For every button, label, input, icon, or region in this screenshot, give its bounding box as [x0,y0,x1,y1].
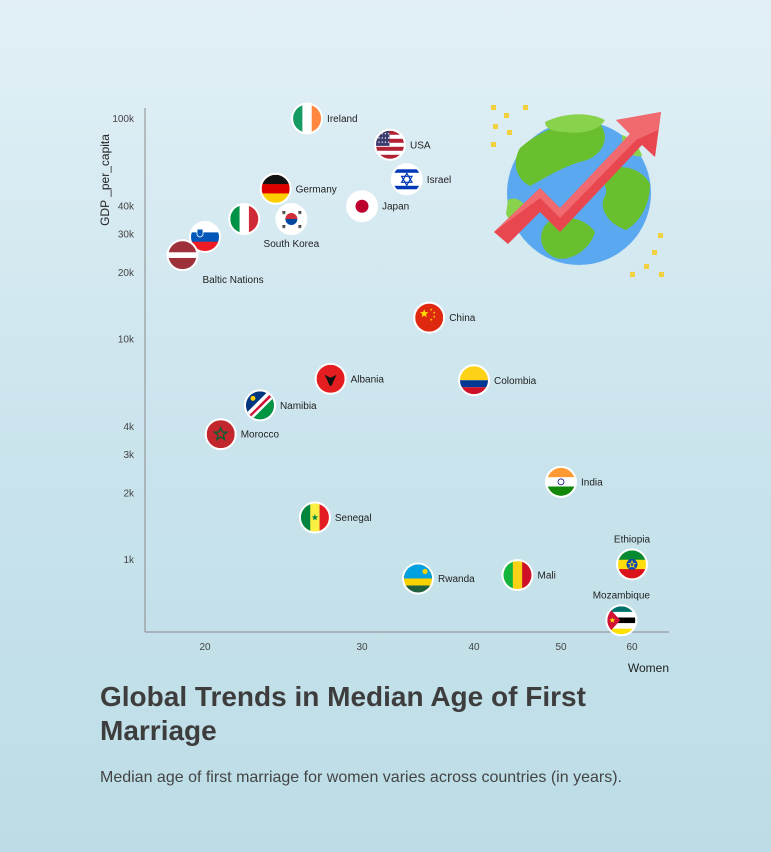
latvia-flag-icon [168,241,197,270]
x-tick-label: 20 [199,642,211,653]
albania-flag-icon [316,364,345,393]
data-point-south-korea: South Korea [264,203,320,250]
mali-flag-icon [503,561,532,590]
x-tick-label: 50 [555,642,567,653]
data-point-ethiopia: Ethiopia [614,534,651,581]
south-korea-flag-icon [277,205,306,234]
china-flag-icon [415,303,444,332]
y-tick-label: 40k [118,202,135,213]
y-tick-label: 30k [118,229,135,240]
scatter-chart: 20 30 40 50 60 1k 2k 3k 4k 10k 20k 30k 40k 100k GDP … [98,102,669,675]
axes [144,108,669,633]
colombia-flag-icon [460,366,488,395]
data-label: Mali [538,571,556,582]
senegal-flag-icon [300,503,329,532]
data-point-morocco: Morocco [204,418,280,451]
x-tick-label: 40 [468,642,480,653]
data-point-usa: USA [374,128,431,161]
slovenia-flag-icon [191,223,219,252]
ireland-flag-icon [293,104,322,133]
data-label: Ireland [327,114,358,125]
data-point-colombia: Colombia [458,364,537,397]
data-label: Japan [382,202,409,213]
germany-flag-icon [261,174,290,203]
data-label: Germany [296,184,337,195]
namibia-flag-icon [245,391,274,420]
data-point-senegal: Senegal [298,501,372,534]
data-point-mali: Mali [501,559,556,592]
y-tick-label: 100k [112,114,135,125]
data-label: Albania [351,374,385,385]
italy-flag-icon [230,205,259,234]
data-point-latvia: Baltic Nations [166,239,264,286]
israel-flag-icon [392,165,421,194]
y-tick-label: 20k [118,268,135,279]
data-label: Rwanda [438,574,475,585]
data-label: USA [410,140,431,151]
data-label: India [581,477,603,488]
data-point-germany: Germany [259,172,337,205]
data-point-japan: Japan [346,190,409,223]
japan-flag-icon [348,192,376,221]
data-label: Colombia [494,376,537,387]
data-point-mozambique: Mozambique [593,590,651,637]
y-axis-title: GDP _per_capita [98,134,112,226]
data-point-israel: Israel [390,163,451,196]
data-point-albania: Albania [314,362,385,395]
data-label: Morocco [241,430,280,441]
usa-flag-icon [376,130,404,159]
data-point-rwanda: Rwanda [402,562,475,595]
data-label: Ethiopia [614,534,651,545]
x-axis-title: Women [628,661,669,675]
sparkles [491,105,664,277]
data-point-italy [228,203,261,236]
data-label: Namibia [280,401,317,412]
data-label: South Korea [264,239,320,250]
mozambique-flag-icon [607,606,636,635]
y-tick-label: 1k [123,555,135,566]
morocco-flag-icon [206,420,235,449]
data-points: Ireland USA Israel Germany Japan South Korea B… [166,102,651,637]
y-ticks: 1k 2k 3k 4k 10k 20k 30k 40k 100k [112,114,135,566]
x-ticks: 20 30 40 50 60 [199,642,638,653]
y-tick-label: 10k [118,335,135,346]
rwanda-flag-icon [404,564,432,593]
data-point-ireland: Ireland [291,102,358,135]
data-label: Senegal [335,513,372,524]
y-tick-label: 4k [123,422,135,433]
india-flag-icon [547,467,575,496]
data-label: China [449,313,476,324]
data-label: Mozambique [593,590,651,601]
chart-subtitle: Median age of first marriage for women v… [100,769,622,786]
data-point-china: China [413,301,476,334]
y-tick-label: 3k [123,450,135,461]
data-point-india: India [545,465,603,498]
data-point-slovenia [189,221,221,254]
y-tick-label: 2k [123,489,135,500]
data-point-namibia: Namibia [243,389,317,422]
ethiopia-flag-icon [618,550,646,579]
x-tick-label: 60 [626,642,638,653]
data-label: Israel [427,175,451,186]
data-label: Baltic Nations [203,275,264,286]
x-tick-label: 30 [356,642,368,653]
chart-title: Global Trends in Median Age of First Mar… [100,681,586,746]
globe-with-rising-arrow-icon [491,105,664,277]
